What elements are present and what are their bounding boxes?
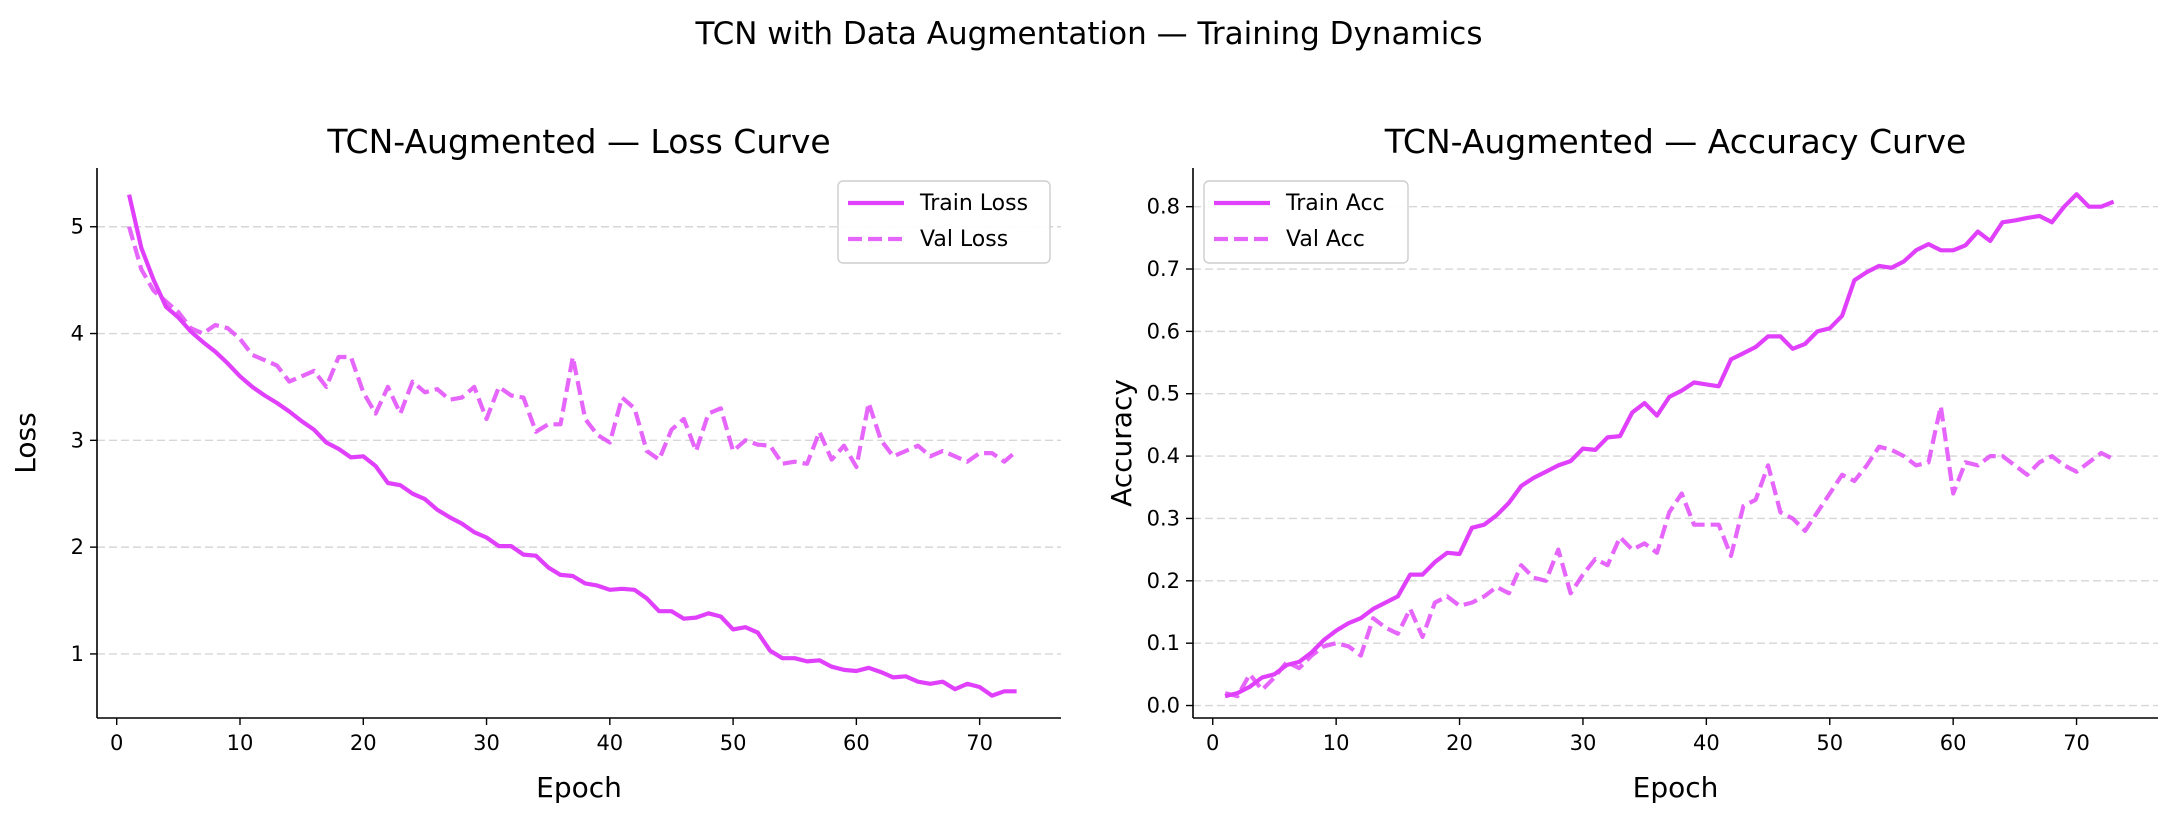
y-tick-label: 0.0 xyxy=(1147,694,1180,718)
x-tick-label: 40 xyxy=(1693,731,1720,755)
x-tick-label: 40 xyxy=(596,731,623,755)
x-tick-label: 60 xyxy=(1940,731,1967,755)
y-axis-label: Accuracy xyxy=(1105,379,1138,507)
figure-suptitle: TCN with Data Augmentation — Training Dy… xyxy=(694,16,1482,52)
y-tick-label: 0.3 xyxy=(1147,506,1180,530)
legend-label: Val Loss xyxy=(920,227,1008,252)
y-tick-label: 3 xyxy=(71,428,84,452)
x-axis-label: Epoch xyxy=(536,771,622,804)
x-tick-label: 20 xyxy=(350,731,377,755)
chart-title: TCN-Augmented — Loss Curve xyxy=(326,122,830,161)
x-tick-label: 70 xyxy=(2063,731,2090,755)
x-tick-label: 30 xyxy=(473,731,500,755)
x-tick-label: 60 xyxy=(843,731,870,755)
x-tick-label: 20 xyxy=(1446,731,1473,755)
legend-label: Val Acc xyxy=(1286,227,1365,252)
y-tick-label: 1 xyxy=(71,642,84,666)
y-axis-label: Loss xyxy=(9,412,42,473)
x-tick-label: 0 xyxy=(110,731,123,755)
y-tick-label: 0.4 xyxy=(1147,444,1180,468)
legend-label: Train Acc xyxy=(1285,191,1385,216)
loss-chart: 0 10 20 30 40 50 60 70 1 2 3 4 5 TCN-Augmented — Loss… xyxy=(9,122,1061,804)
x-tick-label: 10 xyxy=(1323,731,1350,755)
y-tick-label: 0.6 xyxy=(1147,319,1180,343)
series-line-val-loss xyxy=(127,226,1018,470)
x-tick-label: 30 xyxy=(1570,731,1597,755)
y-tick-label: 0.5 xyxy=(1147,382,1180,406)
legend-label: Train Loss xyxy=(919,191,1028,216)
x-tick-label: 50 xyxy=(1816,731,1843,755)
series-line-val-acc xyxy=(1224,404,2115,699)
x-tick-label: 50 xyxy=(720,731,747,755)
accuracy-chart: 0 10 20 30 40 50 60 70 0.0 0.1 0.2 0.3 0.4 0.5 0.6 0.7 0… xyxy=(1105,122,2158,804)
x-tick-label: 70 xyxy=(966,731,993,755)
y-tick-label: 0.1 xyxy=(1147,631,1180,655)
y-tick-label: 0.8 xyxy=(1147,195,1180,219)
x-axis-label: Epoch xyxy=(1633,771,1719,804)
x-tick-label: 0 xyxy=(1206,731,1219,755)
y-tick-label: 5 xyxy=(71,215,84,239)
series-line-train-acc xyxy=(1224,192,2115,699)
y-tick-label: 2 xyxy=(71,535,84,559)
series-line-train-loss xyxy=(127,194,1017,698)
x-tick-label: 10 xyxy=(227,731,254,755)
y-tick-label: 0.2 xyxy=(1147,569,1180,593)
y-tick-label: 4 xyxy=(71,322,84,346)
y-tick-label: 0.7 xyxy=(1147,257,1180,281)
chart-title: TCN-Augmented — Accuracy Curve xyxy=(1384,122,1967,161)
